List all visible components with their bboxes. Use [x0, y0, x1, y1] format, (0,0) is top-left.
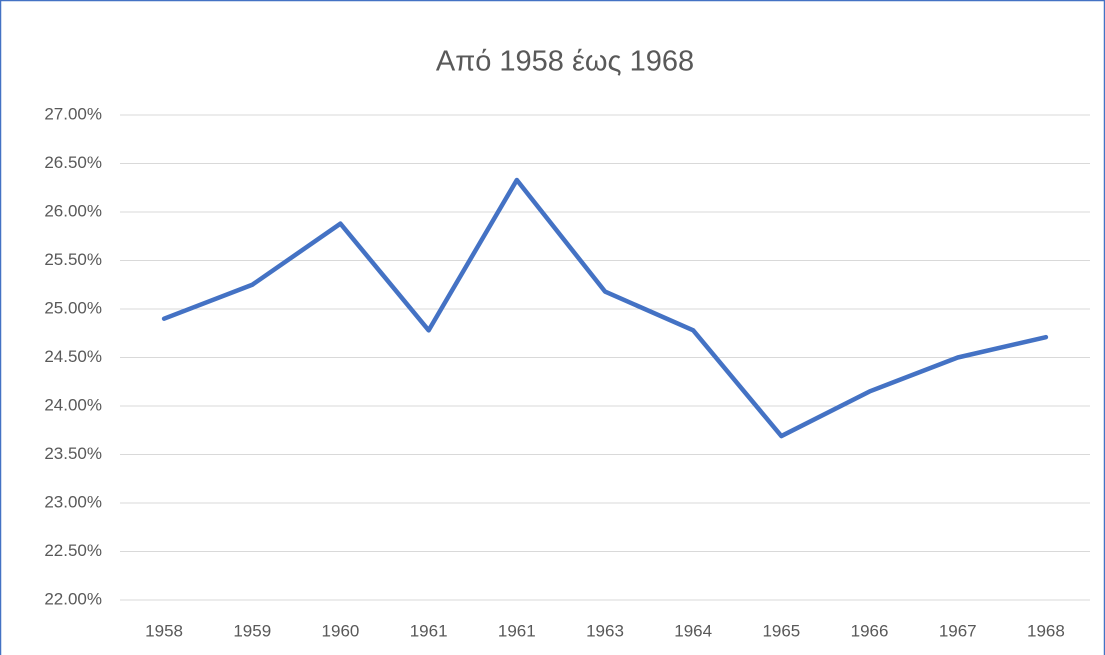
x-tick-label: 1960	[322, 621, 360, 640]
y-tick-label: 26.00%	[44, 201, 102, 220]
y-tick-label: 25.00%	[44, 298, 102, 317]
y-tick-label: 27.00%	[44, 104, 102, 123]
x-tick-label: 1965	[762, 621, 800, 640]
y-tick-label: 26.50%	[44, 153, 102, 172]
x-tick-label: 1958	[145, 621, 183, 640]
x-tick-label: 1968	[1027, 621, 1065, 640]
x-tick-label: 1961	[498, 621, 536, 640]
y-tick-label: 22.50%	[44, 541, 102, 560]
x-tick-label: 1966	[851, 621, 889, 640]
x-tick-label: 1963	[586, 621, 624, 640]
y-tick-label: 25.50%	[44, 250, 102, 269]
x-tick-label: 1961	[410, 621, 448, 640]
y-tick-label: 24.00%	[44, 395, 102, 414]
y-tick-label: 23.50%	[44, 444, 102, 463]
data-line	[161, 177, 1049, 439]
y-tick-label: 23.00%	[44, 492, 102, 511]
x-tick-label: 1964	[674, 621, 712, 640]
y-tick-label: 24.50%	[44, 347, 102, 366]
x-tick-label: 1967	[939, 621, 977, 640]
y-tick-label: 22.00%	[44, 589, 102, 608]
chart-title: Από 1958 έως 1968	[436, 46, 694, 78]
x-tick-label: 1959	[233, 621, 271, 640]
